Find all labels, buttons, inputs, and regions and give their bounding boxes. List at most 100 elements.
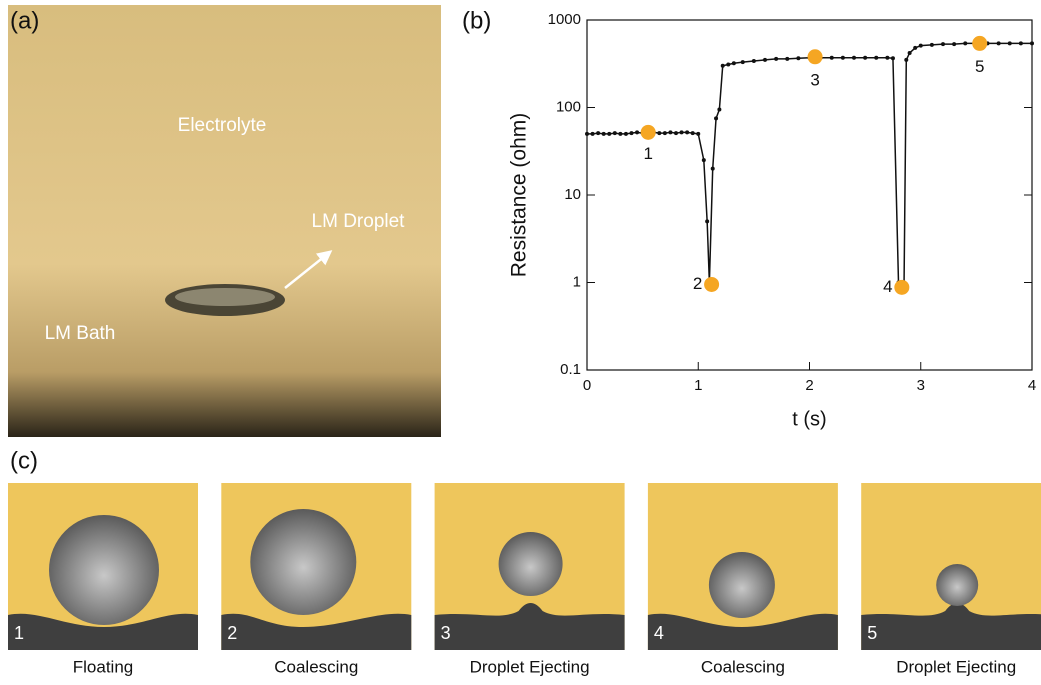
trace-point	[774, 56, 779, 61]
lm-bath	[647, 613, 838, 650]
trace-point	[913, 45, 918, 50]
trace-point	[890, 56, 895, 61]
photo-label: LM Droplet	[312, 211, 406, 232]
highlight-label: 5	[975, 57, 984, 76]
highlight-point	[640, 124, 656, 140]
trace-point	[941, 42, 945, 47]
trace-point	[1018, 41, 1023, 46]
trace-point	[685, 130, 690, 135]
trace-point	[607, 131, 612, 136]
lm-droplet	[936, 564, 979, 606]
x-tick-label: 1	[694, 377, 702, 394]
y-tick-label: 1000	[548, 11, 581, 28]
x-tick-label: 2	[805, 377, 813, 394]
trace-point	[829, 55, 834, 60]
stage-number: 1	[14, 623, 24, 643]
trace-point	[726, 62, 731, 67]
highlight-point	[894, 279, 910, 295]
lm-droplet	[708, 552, 775, 618]
stage-caption: Droplet Ejecting	[470, 657, 590, 676]
trace-point	[796, 56, 801, 61]
arrow	[284, 250, 333, 289]
trace-point	[668, 130, 673, 135]
trace-point	[590, 131, 595, 136]
trace-point	[852, 55, 856, 60]
trace-point	[763, 57, 767, 62]
stage-caption: Coalescing	[274, 657, 358, 676]
highlight-label: 4	[883, 277, 892, 296]
stage-caption: Coalescing	[701, 657, 785, 676]
trace-point	[731, 61, 736, 66]
trace-point	[885, 55, 890, 60]
photo-panel: Electrolyte LM Droplet LM Bath	[8, 5, 441, 437]
highlight-label: 3	[810, 70, 819, 89]
trace-point	[874, 55, 879, 60]
x-axis-label: t (s)	[792, 408, 826, 430]
trace-point	[623, 131, 628, 136]
stage-number: 3	[441, 623, 451, 643]
highlight-point	[704, 276, 720, 292]
trace-point	[863, 55, 868, 60]
trace-point	[1030, 41, 1034, 46]
trace-point	[785, 56, 790, 61]
stage-caption: Floating	[73, 657, 133, 676]
lm-bath	[861, 603, 1041, 650]
highlight-point	[972, 35, 988, 51]
trace-point	[710, 166, 715, 171]
panel-label: (b)	[462, 7, 491, 34]
droplet-highlight	[175, 288, 275, 306]
trace-point	[657, 131, 662, 136]
stage-caption: Droplet Ejecting	[896, 657, 1016, 676]
trace-point	[585, 131, 589, 136]
trace-point	[717, 107, 722, 112]
trace-point	[929, 42, 934, 47]
photo	[8, 5, 441, 437]
y-tick-label: 10	[564, 186, 581, 203]
lm-bath	[434, 603, 625, 650]
panel-label: (c)	[10, 447, 38, 474]
x-tick-label: 0	[583, 377, 591, 394]
trace-point	[840, 55, 845, 60]
trace-point	[629, 131, 634, 136]
stage-number: 2	[227, 623, 237, 643]
trace-point	[601, 131, 606, 136]
highlight-label: 2	[693, 274, 702, 293]
trace-point	[662, 131, 667, 136]
highlight-point	[807, 49, 823, 65]
trace-point	[635, 130, 640, 135]
trace-point	[996, 41, 1001, 46]
trace-point	[904, 57, 909, 62]
trace-point	[907, 50, 912, 55]
stage-number: 5	[867, 623, 877, 643]
lm-droplet	[49, 515, 159, 625]
trace-point	[963, 41, 968, 46]
x-tick-label: 4	[1028, 377, 1036, 394]
highlight-label: 1	[643, 144, 652, 163]
lm-droplet	[498, 532, 563, 596]
trace-point	[1007, 41, 1012, 46]
trace-point	[618, 131, 623, 136]
lm-bath	[8, 613, 198, 650]
trace-point	[918, 43, 923, 48]
y-tick-label: 0.1	[560, 361, 581, 378]
trace-point	[701, 158, 706, 163]
y-axis-label: Resistance (ohm)	[508, 113, 531, 278]
trace-point	[690, 131, 695, 136]
y-tick-label: 100	[556, 98, 581, 115]
trace-point	[751, 58, 756, 63]
lm-bath	[221, 613, 412, 650]
x-tick-label: 3	[917, 377, 925, 394]
trace-point	[720, 63, 725, 68]
trace-point	[679, 130, 684, 135]
photo-label: Electrolyte	[178, 115, 267, 136]
trace-point	[596, 131, 601, 136]
trace-point	[612, 131, 617, 136]
panel-label: (a)	[10, 7, 39, 34]
trace-point	[714, 116, 719, 121]
y-tick-label: 1	[573, 273, 581, 290]
trace-point	[740, 60, 745, 65]
trace-point	[952, 42, 957, 47]
lm-droplet	[250, 509, 357, 615]
photo-label: LM Bath	[45, 323, 116, 344]
